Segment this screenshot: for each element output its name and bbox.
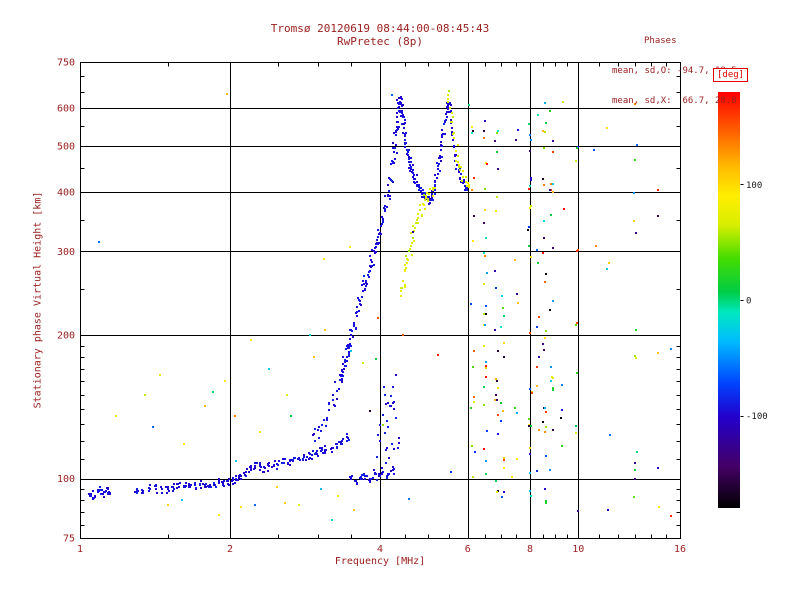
svg-text:6: 6 <box>465 544 471 555</box>
svg-text:300: 300 <box>57 247 75 258</box>
phase-stats-header: Phases <box>644 36 677 46</box>
svg-text:100: 100 <box>57 474 75 485</box>
title-block: Tromsø 20120619 08:44:00-08:45:43 RwPret… <box>80 22 680 48</box>
svg-text:500: 500 <box>57 141 75 152</box>
svg-text:16: 16 <box>674 544 686 555</box>
colorbar-unit-label: [deg] <box>713 68 749 82</box>
svg-text:75: 75 <box>63 534 75 545</box>
svg-text:10: 10 <box>572 544 584 555</box>
svg-text:600: 600 <box>57 104 75 115</box>
phase-stats-x-mode: mean, sd,X: 66.7, 28.8 <box>612 96 737 106</box>
svg-text:100: 100 <box>746 181 762 191</box>
svg-text:400: 400 <box>57 187 75 198</box>
svg-text:0: 0 <box>746 297 751 307</box>
plot-title: Tromsø 20120619 08:44:00-08:45:43 <box>270 22 490 35</box>
svg-text:-100: -100 <box>746 412 768 422</box>
svg-text:200: 200 <box>57 331 75 342</box>
svg-text:2: 2 <box>227 544 233 555</box>
svg-text:750: 750 <box>57 58 75 69</box>
svg-text:8: 8 <box>527 544 533 555</box>
y-axis-label: Stationary phase Virtual Height [km] <box>32 191 44 409</box>
svg-text:1: 1 <box>77 544 83 555</box>
x-axis-label: Frequency [MHz] <box>334 556 426 567</box>
plot-subtitle: RwPretec (8p) <box>336 35 424 48</box>
svg-text:4: 4 <box>377 544 383 555</box>
